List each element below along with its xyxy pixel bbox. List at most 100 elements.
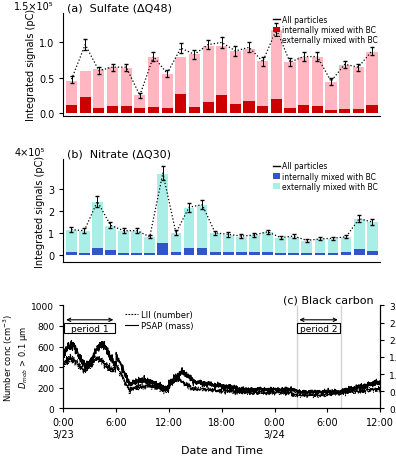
Bar	[314, 254, 325, 255]
Bar	[148, 58, 159, 114]
Text: 4×10⁵: 4×10⁵	[14, 148, 45, 158]
Bar	[210, 253, 221, 255]
Bar	[202, 47, 214, 114]
Y-axis label: Number conc (cm$^{-3}$)
$D_{mob}$ > 0.1 μm: Number conc (cm$^{-3}$) $D_{mob}$ > 0.1 …	[2, 313, 30, 401]
Bar	[236, 237, 247, 255]
Bar	[216, 47, 227, 114]
Bar	[284, 63, 296, 114]
Bar	[171, 252, 181, 255]
Bar	[105, 226, 116, 255]
Bar	[158, 175, 168, 255]
Y-axis label: Integrated signals (pC): Integrated signals (pC)	[26, 9, 36, 121]
Bar	[249, 236, 260, 255]
Text: period 1: period 1	[71, 324, 109, 333]
Bar	[145, 254, 155, 255]
Bar	[189, 56, 200, 114]
Y-axis label: Integrated signals (pC): Integrated signals (pC)	[35, 155, 45, 267]
Bar	[298, 105, 309, 114]
Bar	[275, 254, 286, 255]
Legend: All particles, internally mixed with BC, externally mixed with BC: All particles, internally mixed with BC,…	[272, 161, 379, 192]
Bar	[80, 72, 91, 114]
Bar	[216, 95, 227, 114]
Bar	[197, 206, 208, 255]
Bar	[353, 110, 364, 114]
Text: (b)  Nitrate (ΔQ30): (b) Nitrate (ΔQ30)	[67, 149, 171, 159]
Bar	[120, 106, 132, 114]
Bar	[262, 233, 273, 255]
Legend: LII (number), PSAP (mass): LII (number), PSAP (mass)	[125, 310, 194, 331]
Bar	[301, 253, 312, 255]
Bar	[341, 238, 352, 255]
Bar	[202, 103, 214, 114]
Bar	[257, 62, 268, 114]
Bar	[175, 57, 187, 114]
Bar	[134, 109, 145, 114]
Bar	[66, 81, 77, 114]
Bar	[175, 95, 187, 114]
Bar	[257, 106, 268, 114]
Bar	[66, 230, 76, 255]
Bar	[105, 251, 116, 255]
Bar	[66, 106, 77, 114]
Bar	[79, 231, 89, 255]
Bar	[236, 253, 247, 255]
Bar	[131, 254, 142, 255]
Bar	[366, 105, 377, 114]
FancyBboxPatch shape	[64, 323, 115, 334]
Bar	[339, 110, 350, 114]
Bar	[189, 107, 200, 114]
Bar	[223, 253, 234, 255]
Bar	[327, 253, 339, 255]
Bar	[244, 50, 255, 114]
Bar	[312, 58, 323, 114]
Bar	[118, 254, 129, 255]
Bar	[249, 253, 260, 255]
Bar	[271, 100, 282, 114]
Bar	[131, 232, 142, 255]
Bar	[158, 244, 168, 255]
Bar	[162, 75, 173, 114]
Bar	[354, 250, 365, 255]
Bar	[275, 238, 286, 255]
Bar	[339, 66, 350, 114]
Bar	[92, 248, 103, 255]
Bar	[366, 52, 377, 114]
Bar	[134, 96, 145, 114]
Text: 1.5×10⁵: 1.5×10⁵	[14, 2, 54, 12]
Bar	[197, 248, 208, 255]
Bar	[79, 254, 89, 255]
Bar	[327, 239, 339, 255]
Bar	[353, 68, 364, 114]
Legend: All particles, internally mixed with BC, externally mixed with BC: All particles, internally mixed with BC,…	[272, 15, 379, 46]
Bar	[341, 253, 352, 255]
Bar	[312, 106, 323, 114]
Bar	[210, 234, 221, 255]
Bar	[93, 109, 105, 114]
Bar	[288, 237, 299, 255]
Bar	[284, 109, 296, 114]
Bar	[262, 252, 273, 255]
Bar	[66, 252, 76, 255]
Bar	[326, 111, 337, 114]
Bar	[92, 202, 103, 255]
Bar	[244, 102, 255, 114]
Bar	[120, 69, 132, 114]
Bar	[171, 234, 181, 255]
Bar	[162, 109, 173, 114]
Bar	[271, 31, 282, 114]
Bar	[184, 208, 194, 255]
Bar	[80, 98, 91, 114]
X-axis label: Date and Time: Date and Time	[181, 445, 263, 454]
Bar	[298, 58, 309, 114]
Text: (c) Black carbon: (c) Black carbon	[283, 295, 374, 305]
Bar	[107, 68, 118, 114]
Bar	[223, 235, 234, 255]
Bar	[107, 106, 118, 114]
Bar	[230, 52, 241, 114]
Bar	[314, 240, 325, 255]
Bar	[145, 237, 155, 255]
Bar	[148, 108, 159, 114]
FancyBboxPatch shape	[297, 323, 340, 334]
Text: period 2: period 2	[300, 324, 337, 333]
Bar	[184, 249, 194, 255]
